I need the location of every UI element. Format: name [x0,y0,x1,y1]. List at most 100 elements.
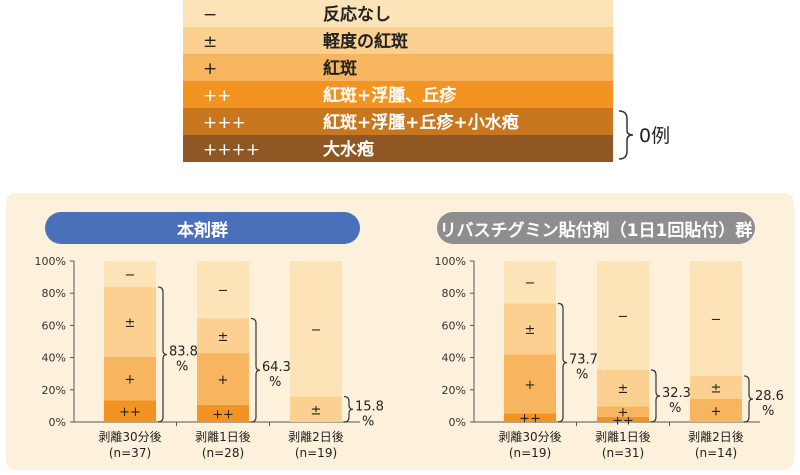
y-tick-label: 80% [42,287,66,300]
segment-label: ++ [212,407,234,422]
bar-segment [504,261,556,304]
y-tick-label: 20% [442,384,466,397]
legend-symbol: +++ [203,113,246,133]
n-label: (n=28) [202,446,244,460]
legend-symbol: − [203,5,217,25]
legend-swatch [183,54,613,81]
positive-total-value: 64.3 [262,360,291,375]
legend-brace [618,110,634,160]
legend-swatch [183,108,613,135]
category-label: 剥離30分後 [498,430,561,444]
segment-label: ± [711,381,722,396]
bar-segment [597,261,649,370]
bar-segment [104,400,156,422]
bar-segment [690,261,742,376]
y-tick-label: 100% [35,255,66,268]
legend-swatch [183,81,613,108]
bar-segment [504,354,556,414]
positive-bracket [157,286,168,423]
chart-title-study-drug: 本剤群 [45,212,360,244]
positive-total-value: 73.7 [569,353,598,368]
positive-bracket [557,302,568,423]
segment-label: + [618,406,629,421]
legend-symbol: ++ [203,86,232,106]
category-label: 剥離30分後 [98,430,161,444]
segment-label: ± [218,330,229,345]
segment-label: + [711,404,722,419]
bar-segment [690,398,742,422]
legend-symbol: ++++ [203,140,260,160]
legend-zero-note: 0例 [639,125,670,147]
severity-legend: − 反応なし ± 軽度の紅斑 + 紅斑 ++ 紅斑+浮腫、丘疹 +++ 紅斑+浮腫+丘疹+小水疱 +… [183,0,670,162]
bar-segment [504,413,556,422]
category-label: 剥離1日後 [595,430,651,444]
segment-label: ++ [612,413,634,428]
legend-label: 紅斑+浮腫+丘疹+小水疱 [323,112,519,133]
y-tick-label: 60% [442,319,466,332]
positive-total-unit: % [362,414,374,429]
positive-total-unit: % [269,375,281,390]
category-label: 剥離2日後 [288,430,344,444]
positive-bracket [650,369,661,423]
segment-label: − [618,309,629,324]
y-tick-label: 0% [49,416,66,429]
bar-segment [197,318,249,354]
bar-segment [104,287,156,357]
n-label: (n=31) [602,446,644,460]
legend-label: 紅斑 [323,58,357,79]
bar-segment [197,261,249,319]
positive-bracket [250,317,261,423]
legend-swatch [183,0,613,27]
positive-bracket [743,375,754,423]
segment-label: − [218,284,229,299]
positive-total-unit: % [176,360,188,375]
bar-segment [290,261,342,397]
bar-segment [597,416,649,422]
bar-segment [290,396,342,422]
bar-chart-study-drug: 0%20%40%60%80%100%+++±−剥離30分後(n=37)83.8%… [35,255,384,460]
segment-label: ++ [119,405,141,420]
legend-symbol: ± [203,32,217,52]
bar-segment [197,353,249,405]
positive-total-value: 83.8 [169,345,198,360]
segment-label: + [125,373,136,388]
chart-title-rivastigmine: リバスチグミン貼付剤（1日1回貼付）群 [437,212,755,244]
y-tick-label: 60% [42,319,66,332]
segment-label: ± [618,382,629,397]
bar-segment [197,404,249,422]
positive-total-value: 28.6 [755,389,784,404]
y-tick-label: 0% [449,416,466,429]
positive-total-unit: % [576,368,588,383]
segment-label: ± [525,323,536,338]
bar-segment [104,356,156,401]
legend-swatch [183,135,613,162]
n-label: (n=19) [295,446,337,460]
positive-bracket [343,395,354,423]
category-label: 剥離2日後 [688,430,744,444]
legend-label: 反応なし [323,4,391,25]
segment-label: ± [125,316,136,331]
y-tick-label: 20% [42,384,66,397]
bar-chart-rivastigmine: 0%20%40%60%80%100%+++±−剥離30分後(n=19)73.7%… [435,255,784,460]
segment-label: − [711,312,722,327]
positive-total-unit: % [762,404,774,419]
y-tick-label: 40% [42,352,66,365]
segment-label: + [218,373,229,388]
legend-swatch [183,27,613,54]
segment-label: + [525,378,536,393]
n-label: (n=14) [695,446,737,460]
bar-segment [504,303,556,355]
bar-segment [597,406,649,417]
bar-segment [104,261,156,288]
positive-total-value: 32.3 [662,386,691,401]
segment-label: − [311,323,322,338]
n-label: (n=19) [509,446,551,460]
segment-label: ++ [519,412,541,427]
positive-total-value: 15.8 [355,399,384,414]
y-tick-label: 40% [442,352,466,365]
segment-label: ± [311,403,322,418]
segment-label: − [125,268,136,283]
y-tick-label: 80% [442,287,466,300]
segment-label: − [525,276,536,291]
legend-label: 大水疱 [323,139,374,160]
